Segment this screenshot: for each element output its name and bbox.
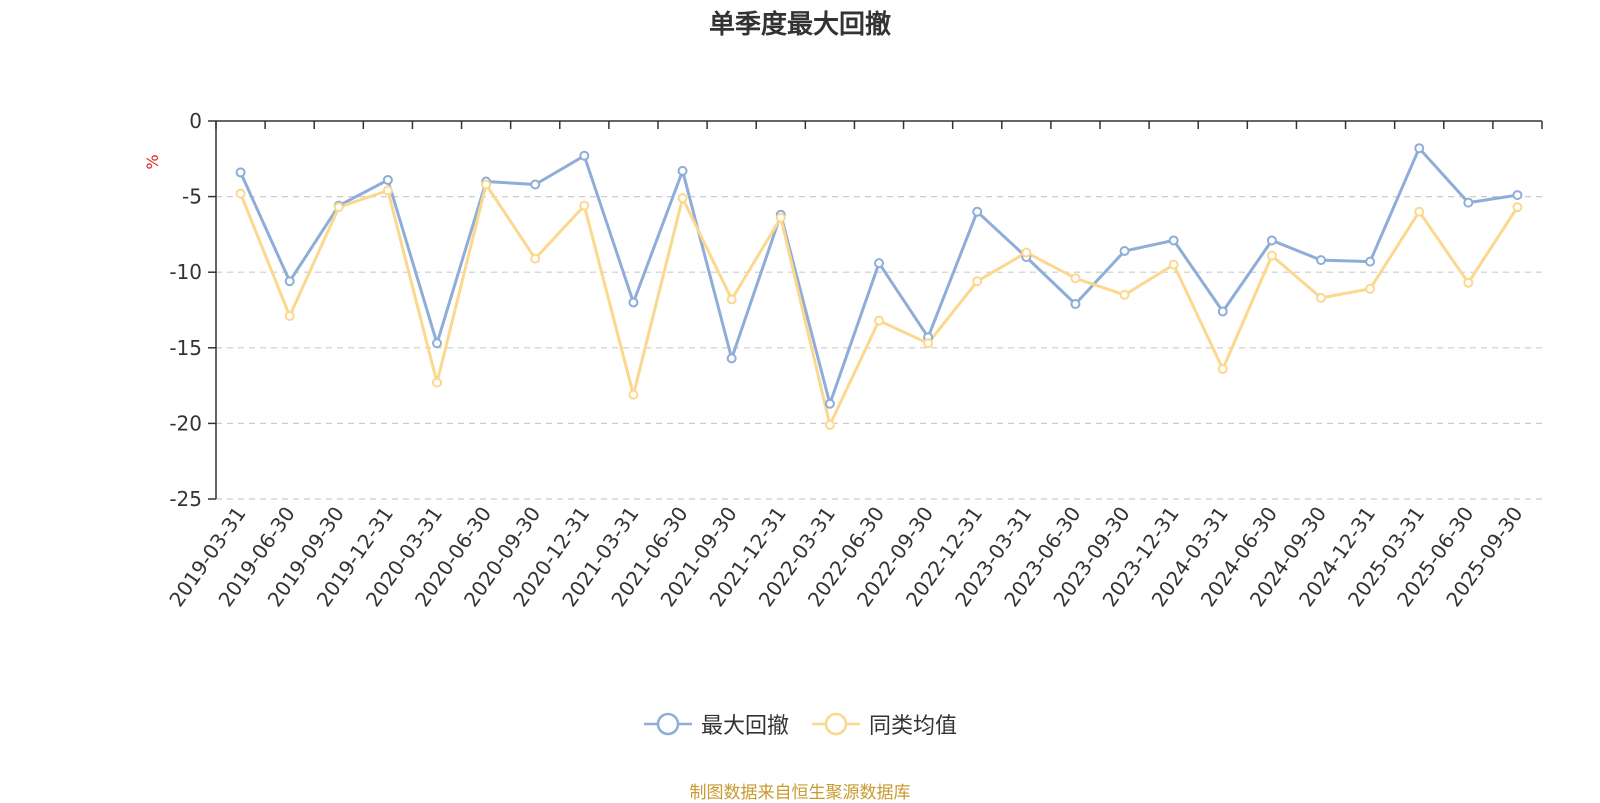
data-points: [235, 143, 1523, 430]
y-tick-label: -15: [169, 336, 202, 360]
data-point: [530, 253, 541, 264]
legend-item[interactable]: 最大回撤: [643, 708, 789, 740]
data-point: [1512, 202, 1523, 213]
data-point: [1365, 283, 1376, 294]
data-point: [382, 174, 393, 185]
legend-swatch-icon: [643, 712, 692, 736]
grid-lines: [216, 196, 1542, 500]
data-point: [628, 297, 639, 308]
data-point: [1365, 256, 1376, 267]
data-point: [1266, 250, 1277, 261]
data-point: [579, 200, 590, 211]
data-point: [481, 179, 492, 190]
data-point: [1168, 259, 1179, 270]
data-point: [775, 212, 786, 223]
data-point: [235, 167, 246, 178]
data-point: [972, 206, 983, 217]
data-point: [1316, 255, 1326, 266]
data-point: [284, 276, 295, 287]
data-point: [284, 311, 295, 322]
data-point: [1021, 247, 1032, 258]
chart-title: 单季度最大回撤: [708, 10, 891, 40]
data-point: [1463, 197, 1474, 208]
data-point: [1414, 143, 1425, 154]
data-point: [1512, 190, 1523, 201]
data-point: [1070, 298, 1081, 309]
data-point: [579, 150, 590, 161]
line-chart: 0-5-10-15-20-252019-03-312019-06-302019-…: [143, 109, 1543, 611]
data-point: [677, 193, 688, 204]
data-point: [628, 389, 639, 400]
data-point: [1119, 289, 1130, 300]
series-line-2: [239, 183, 1519, 427]
legend-swatch-icon: [812, 712, 860, 736]
data-point: [1217, 306, 1228, 317]
data-point: [972, 276, 983, 287]
data-point: [1316, 292, 1326, 303]
data-point: [432, 377, 442, 388]
data-point: [530, 179, 541, 190]
data-point: [1119, 246, 1130, 257]
data-point: [874, 258, 884, 269]
axes: 0-5-10-15-20-252019-03-312019-06-302019-…: [164, 109, 1543, 611]
legend-label: 最大回撤: [700, 714, 789, 739]
data-point: [824, 419, 835, 430]
data-point: [726, 294, 737, 305]
data-point: [1168, 235, 1179, 246]
data-point: [923, 338, 934, 349]
data-point: [874, 315, 884, 326]
data-point: [1266, 235, 1277, 246]
source-note: 制图数据来自恒生聚源数据库: [689, 783, 911, 803]
y-tick-label: -10: [169, 260, 202, 284]
data-point: [382, 185, 393, 196]
data-point: [432, 338, 442, 349]
y-tick-label: 0: [189, 109, 202, 133]
data-point: [235, 188, 246, 199]
data-point: [333, 202, 344, 213]
y-tick-label: -20: [169, 411, 202, 435]
data-point: [726, 353, 737, 364]
legend-label: 同类均值: [869, 714, 958, 739]
legend-item[interactable]: 同类均值: [811, 708, 957, 740]
y-axis-unit: %: [143, 154, 162, 169]
legend: 最大回撤 同类均值: [0, 708, 1600, 740]
y-tick-label: -25: [169, 487, 202, 511]
data-point: [1414, 206, 1425, 217]
data-point: [1070, 273, 1081, 284]
data-point: [1463, 277, 1474, 288]
data-point: [1217, 363, 1228, 374]
y-tick-label: -5: [182, 185, 202, 209]
data-point: [677, 165, 688, 176]
data-point: [824, 398, 835, 409]
